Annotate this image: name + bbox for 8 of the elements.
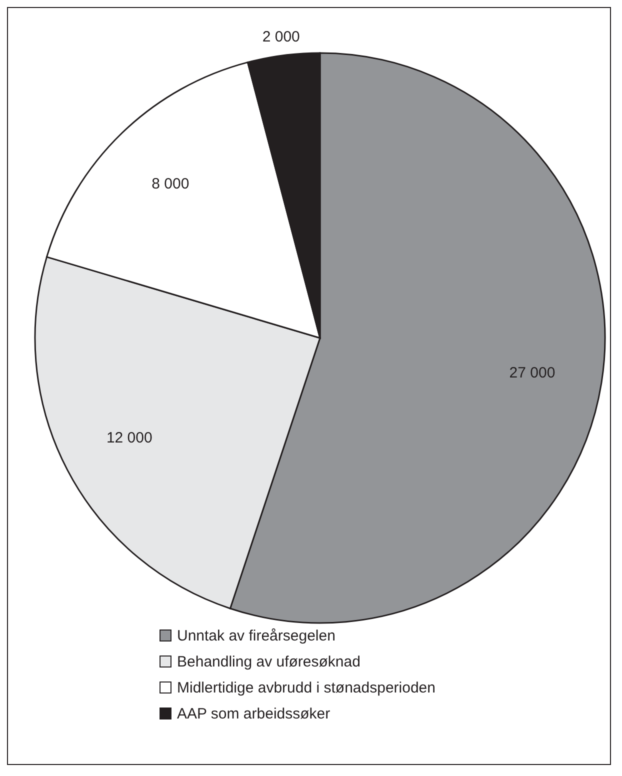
data-label: 12 000	[106, 429, 152, 446]
legend-label: Unntak av fireårsegelen	[177, 628, 336, 644]
legend-label: Behandling av uføresøknad	[177, 654, 360, 670]
legend-label: Midlertidige avbrudd i stønadsperioden	[177, 680, 436, 696]
data-label: 8 000	[152, 176, 190, 193]
data-label: 27 000	[509, 364, 556, 382]
legend-label: AAP som arbeidssøker	[177, 706, 330, 722]
data-label: 2 000	[262, 28, 300, 46]
